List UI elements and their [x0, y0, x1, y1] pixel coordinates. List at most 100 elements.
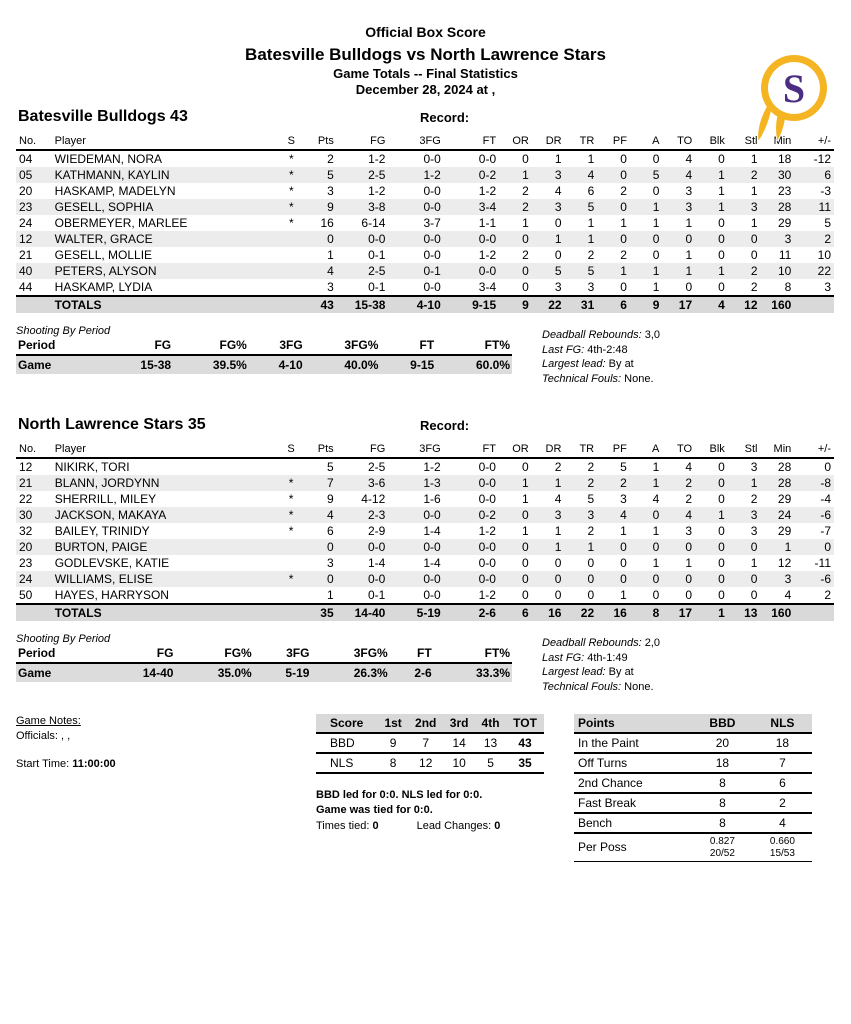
cell: 2-5 [368, 168, 386, 183]
player-row: 44 HASKAMP, LYDIA 3 0-1 0-0 3-4 0 3 3 0 1 0 0 2 8 3 [16, 279, 834, 296]
cell: -7 [820, 524, 831, 539]
cell: 4 [652, 492, 660, 507]
report-subtitle: Game Totals -- Final Statistics [333, 65, 518, 81]
cell: 9 [522, 298, 529, 313]
cell: 0 [620, 556, 627, 571]
cell: 1-2 [423, 460, 441, 475]
cell: 5 [824, 216, 831, 231]
cell: 0 [554, 588, 562, 603]
cell: 5 [620, 460, 627, 475]
cell: 3 [620, 492, 627, 507]
cell: 0 [652, 508, 660, 523]
cell: BAILEY, TRINIDY [54, 524, 150, 539]
cell: 26.3% [353, 666, 388, 681]
note-value: By at [608, 358, 634, 371]
cell: 4 [685, 460, 693, 475]
cell: 0 [685, 280, 693, 295]
cell: 1 [750, 216, 758, 231]
cell: 0 [554, 556, 562, 571]
player-row: 20 HASKAMP, MADELYN * 3 1-2 0-0 1-2 2 4 6 2 0 3 1 1 23-… [16, 183, 834, 199]
cell: JACKSON, MAKAYA [54, 508, 167, 523]
cell: 0 [587, 572, 595, 587]
officials-line: Officials: , , [16, 729, 316, 743]
cell: 2 [752, 793, 812, 815]
cell [16, 604, 52, 621]
cell: 0 [554, 248, 562, 263]
player-row: 20 BURTON, PAIGE 0 0-0 0-0 0-0 0 1 1 0 0 0 0 0 1 0 [16, 539, 834, 556]
cell: * [288, 168, 294, 183]
cell: 3 [685, 184, 693, 199]
cell: 0 [718, 460, 725, 475]
cell: 1 [620, 588, 627, 603]
cell: NLS [316, 753, 378, 775]
cell: 0 [718, 280, 725, 295]
team-section-bbd: Batesville Bulldogs 43 Record: No. Player… [0, 108, 851, 386]
player-row: 12 WALTER, GRACE 0 0-0 0-0 0-0 0 1 1 0 0 0 0 0 3 2 [16, 231, 834, 248]
player-row: 22 SHERRILL, MILEY * 9 4-12 1-6 0-0 1 4 5 3 4 2 0 2 29 -… [16, 491, 834, 507]
cell: 0 [652, 232, 660, 247]
stats-col-header: DR [531, 134, 565, 152]
cell: 43 [320, 298, 334, 313]
stats-col-header: FG [336, 134, 389, 152]
note-label: Largest lead: [542, 358, 606, 371]
stats-col-header: TR [564, 442, 598, 460]
cell: 14-40 [142, 666, 174, 681]
cell: 4 [784, 588, 792, 603]
stats-col-header: +/- [794, 134, 834, 152]
cell: 05 [19, 168, 33, 183]
player-row: 32 BAILEY, TRINIDY * 6 2-9 1-4 1-2 1 1 2 1 1 3 0 3 29 -7 [16, 523, 834, 539]
note-line: Deadball Rebounds: 2,0 [542, 636, 660, 651]
note-value: 2,0 [644, 637, 661, 650]
note-label: Last FG: [542, 343, 585, 356]
cell: BBD [316, 733, 378, 755]
cell: 5-19 [285, 666, 310, 681]
cell: 0 [824, 460, 831, 475]
cell: 1 [718, 606, 725, 621]
cell: 0-1 [423, 264, 441, 279]
cell: 0 [327, 232, 334, 247]
cell: 1 [327, 248, 334, 263]
cell: 4 [685, 168, 693, 183]
cell: 2-3 [367, 508, 386, 523]
cell: 3 [685, 200, 693, 215]
cell: 28 [777, 460, 792, 475]
cell: 2 [824, 588, 831, 603]
cell: 12 [19, 232, 33, 247]
team-notes: Deadball Rebounds: 2,0 Last FG: 4th-1:49 L… [542, 633, 660, 694]
cell: 12 [19, 460, 33, 475]
cell: 6 [752, 773, 812, 795]
cell: 1 [554, 476, 562, 491]
team-section-nls: North Lawrence Stars 35 Record: No. Playe… [0, 416, 851, 694]
player-row: 50 HAYES, HARRYSON 1 0-1 0-0 1-2 0 0 0 1 0 0 0 0 4 2 [16, 587, 834, 604]
cell: 0-0 [423, 588, 441, 603]
stats-col-header: Blk [695, 134, 728, 152]
note-value: None. [624, 372, 654, 385]
cell: 20 [19, 540, 33, 555]
score-row: BBD 9 7 14 13 43 [316, 733, 544, 755]
cell: 0 [718, 492, 725, 507]
cell: WALTER, GRACE [54, 232, 153, 247]
cell [279, 231, 303, 247]
cell [279, 587, 303, 604]
cell: 50 [19, 588, 33, 603]
cell: 10 [817, 248, 831, 263]
cell: -11 [814, 556, 831, 571]
cell: 3 [824, 280, 831, 295]
cell: 3 [554, 168, 562, 183]
points-comparison-table: Points BBD NLS In the Paint 20 18 Off Turns 18… [574, 714, 812, 863]
cell: 0 [652, 540, 660, 555]
cell: 3 [750, 508, 758, 523]
cell: 2 [750, 280, 758, 295]
score-row: NLS 8 12 10 5 35 [316, 753, 544, 775]
shooting-col-header: FG [104, 337, 174, 357]
lead-changes: Lead Changes: 0 [416, 820, 501, 833]
cell [279, 604, 303, 621]
cell: 15-38 [354, 298, 386, 313]
cell: 33.3% [475, 666, 510, 681]
shooting-col-header: 3FG [248, 337, 305, 357]
cell: 1 [587, 152, 595, 167]
player-row: 24 WILLIAMS, ELISE * 0 0-0 0-0 0-0 0 0 0 0 0 0 0 0 3 -6 [16, 571, 834, 588]
note-value: 4th-1:49 [587, 651, 628, 664]
cell: 2-6 [478, 606, 496, 621]
cell [279, 555, 303, 571]
